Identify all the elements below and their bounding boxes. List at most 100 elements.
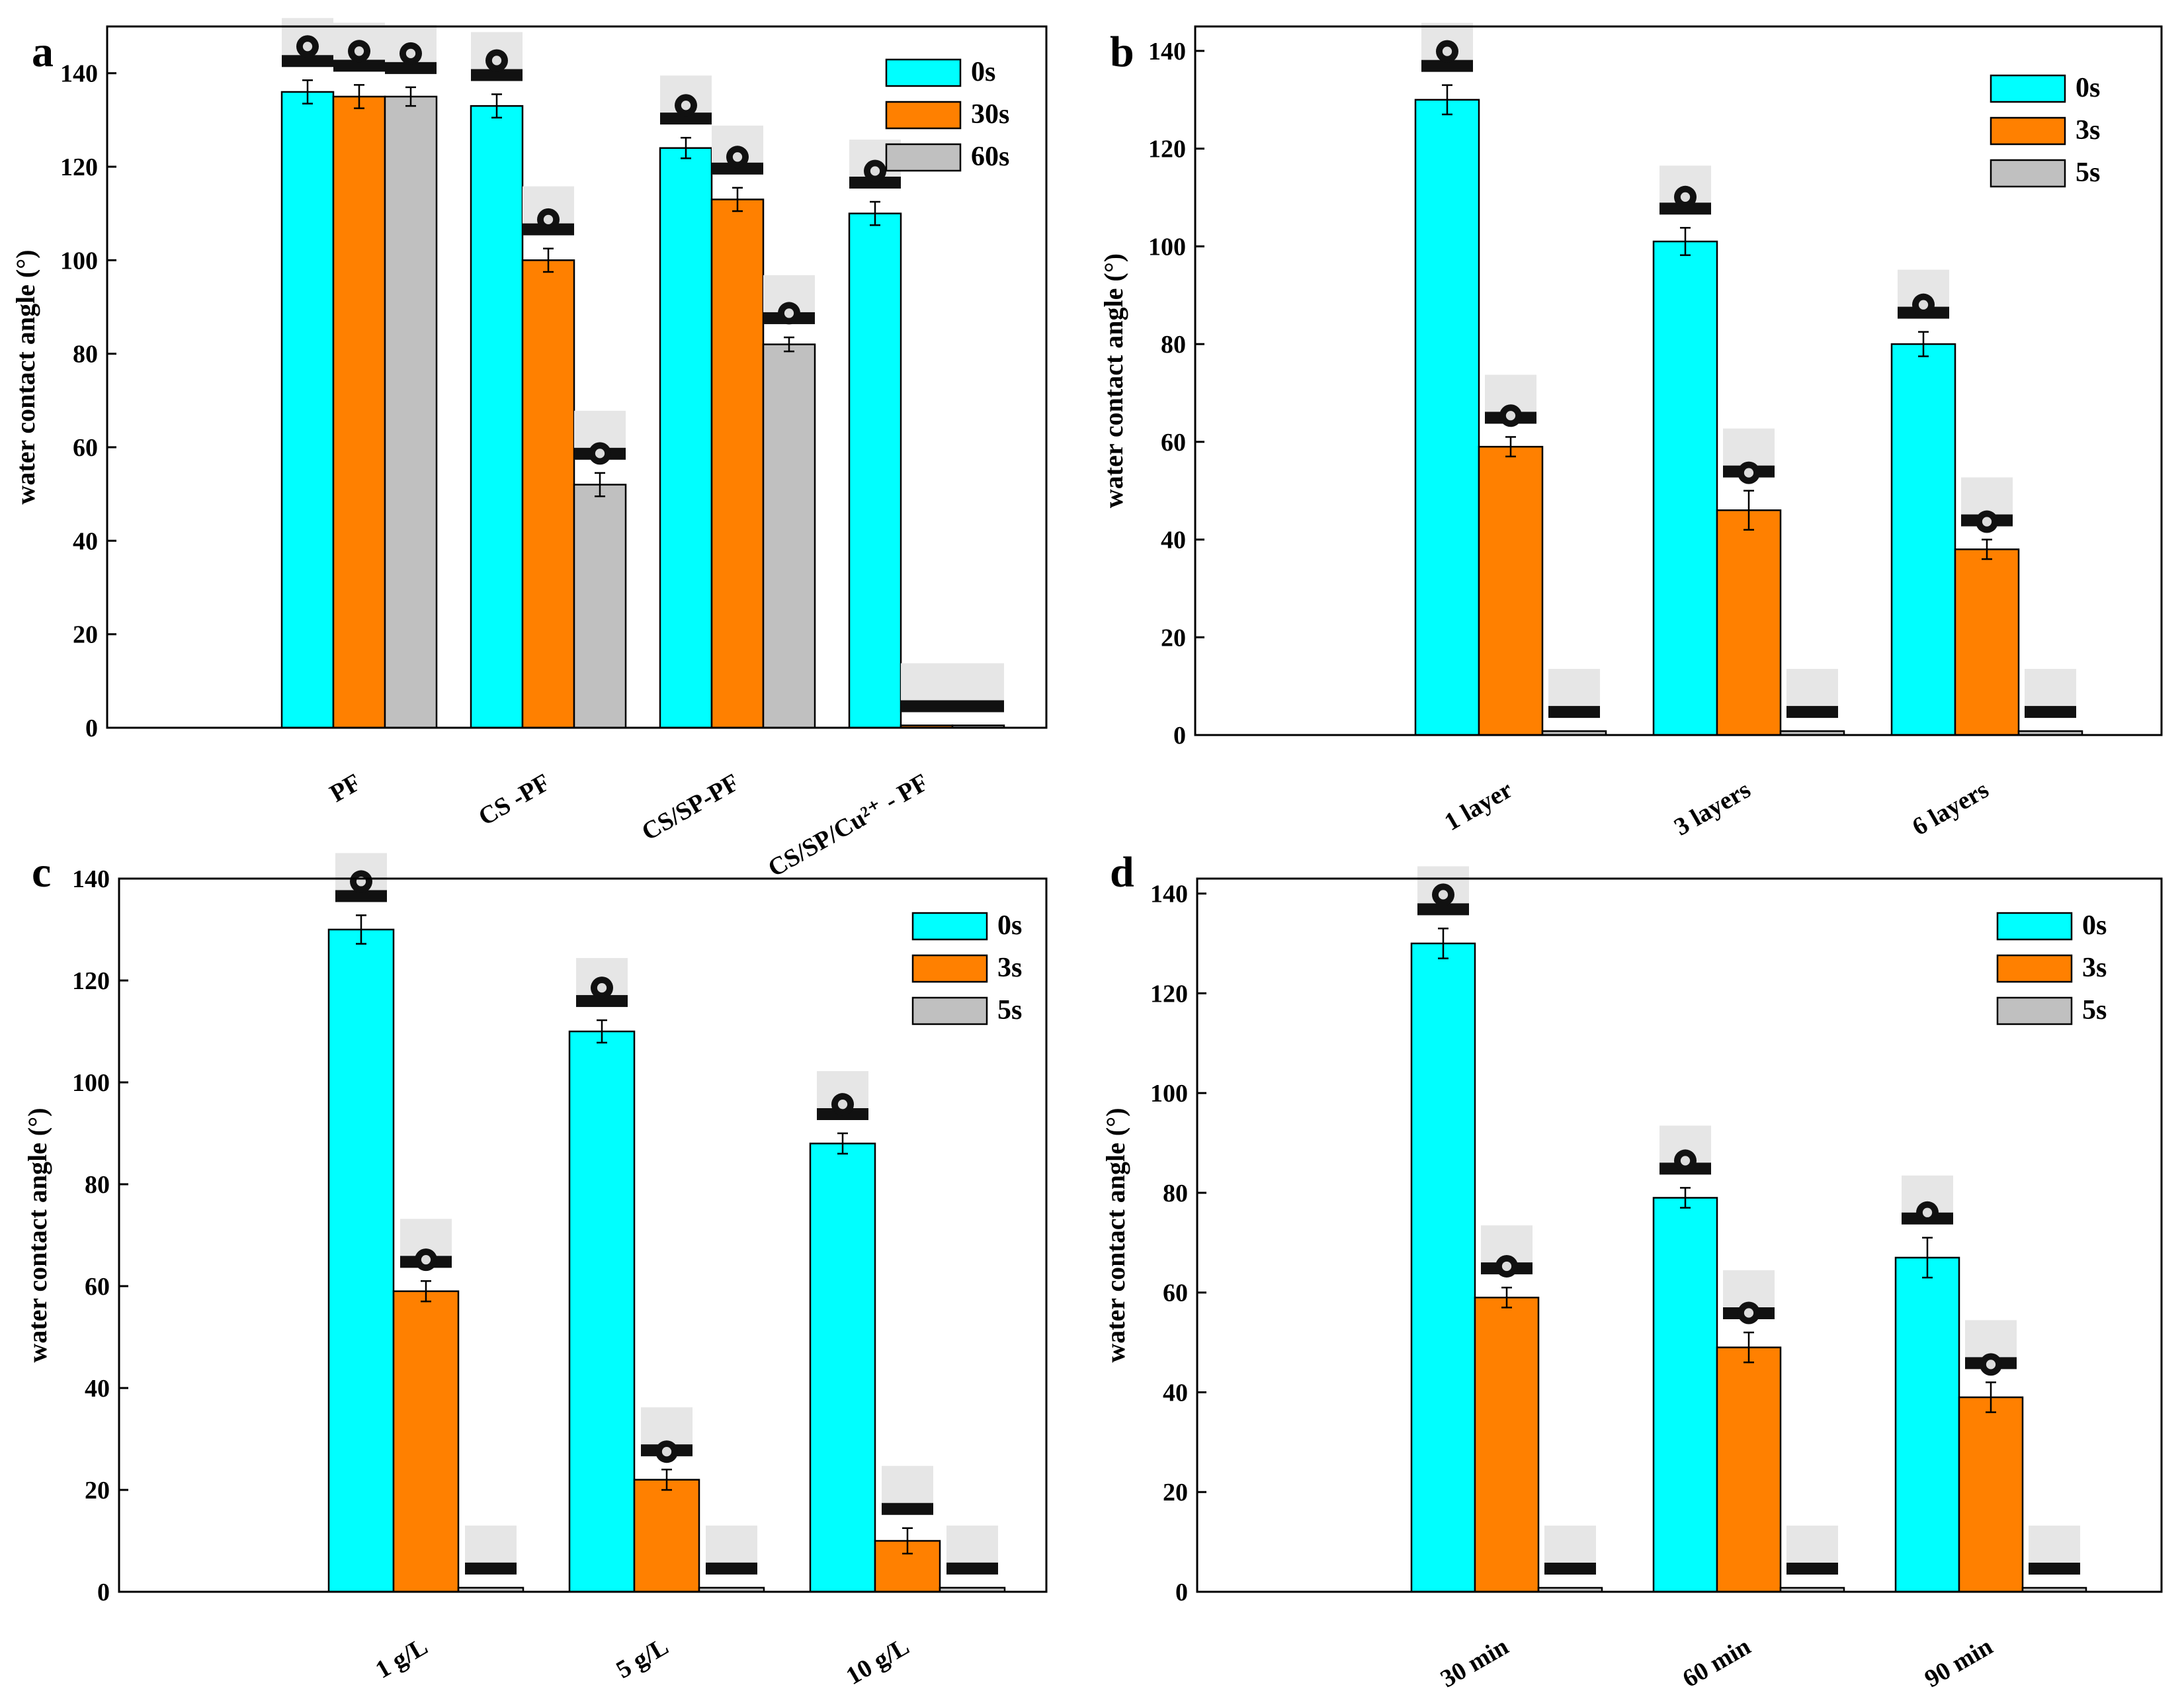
bar: [659, 147, 713, 729]
y-tick-label: 100: [72, 1069, 110, 1097]
panel-label: c: [32, 848, 51, 896]
bar: [327, 928, 395, 1593]
plot-area-frame: [1194, 25, 2163, 736]
y-axis-label: water contact angle (°): [11, 249, 40, 504]
legend-swatch: [1990, 116, 2066, 146]
legend-label: 0s: [971, 57, 995, 87]
legend-label: 5s: [2076, 157, 2100, 188]
y-axis-label: water contact angle (°): [1101, 1108, 1130, 1362]
bar: [1414, 99, 1480, 736]
legend-label: 0s: [2082, 910, 2107, 941]
y-tick-label: 0: [85, 715, 98, 742]
y-tick-label: 0: [1175, 1579, 1188, 1606]
legend-label: 3s: [997, 953, 1022, 983]
droplet-substrate: [333, 60, 385, 72]
droplet-substrate: [946, 1562, 998, 1575]
y-tick-label: 100: [60, 247, 98, 275]
droplet-substrate: [335, 890, 387, 902]
panel-c: c1 g/L 5 g/L 10 g/L020406080100120140water…: [22, 848, 1048, 1690]
y-tick-label: 120: [60, 153, 98, 181]
y-tick-label: 140: [1150, 881, 1188, 908]
y-tick-label: 140: [60, 60, 98, 88]
bar: [809, 1143, 876, 1593]
legend-swatch: [911, 912, 988, 941]
droplet-substrate: [1548, 706, 1600, 718]
bar: [332, 95, 386, 729]
bar: [710, 198, 765, 729]
legend-swatch: [1990, 74, 2066, 103]
y-tick-label: 80: [1161, 331, 1186, 359]
y-tick-label: 100: [1148, 233, 1186, 261]
y-tick-label: 40: [1163, 1379, 1188, 1407]
droplet-highlight: [1505, 411, 1516, 421]
droplet-highlight: [837, 1100, 848, 1109]
legend-swatch: [885, 143, 962, 172]
droplet-substrate: [849, 177, 901, 189]
legend-swatch: [911, 954, 988, 983]
legend-swatch: [1996, 954, 2073, 983]
droplet-highlight: [1982, 517, 1992, 527]
legend-swatch: [1996, 996, 2073, 1025]
legend-label: 3s: [2082, 953, 2107, 983]
droplet-highlight: [595, 449, 605, 458]
y-tick-label: 60: [85, 1273, 110, 1301]
bar: [633, 1479, 700, 1593]
y-tick-label: 140: [72, 865, 110, 893]
panel-a: aPF CS -PF CS/SP-PF CS/SP/Cu²⁺ - PF02040608…: [11, 18, 1048, 883]
droplet-highlight: [870, 166, 880, 176]
y-tick-label: 40: [1161, 527, 1186, 554]
legend-label: 0s: [2076, 73, 2100, 103]
bar: [848, 212, 902, 729]
droplet-highlight: [1922, 1207, 1933, 1217]
droplet-highlight: [1442, 46, 1452, 56]
droplet-highlight: [1680, 192, 1691, 202]
droplet-substrate: [1544, 1562, 1596, 1575]
bar: [521, 259, 575, 729]
droplet-highlight: [661, 1447, 672, 1457]
bar: [568, 1030, 636, 1593]
droplet-highlight: [1501, 1261, 1512, 1272]
droplet-highlight: [1438, 890, 1449, 900]
droplet-substrate: [901, 700, 952, 713]
droplet-highlight: [732, 152, 743, 162]
y-tick-label: 120: [1148, 136, 1186, 163]
droplet-substrate: [1659, 202, 1711, 215]
droplet-highlight: [354, 46, 364, 56]
droplet-substrate: [2029, 1562, 2080, 1575]
droplet-highlight: [1743, 468, 1754, 478]
y-tick-label: 0: [1173, 722, 1186, 750]
y-tick-label: 80: [73, 341, 98, 369]
droplet-highlight: [405, 48, 416, 58]
droplet-highlight: [543, 214, 554, 224]
legend-label: 30s: [971, 99, 1009, 130]
y-tick-label: 120: [1150, 980, 1188, 1008]
droplet-highlight: [491, 56, 502, 65]
bar: [1716, 509, 1782, 736]
droplet-substrate: [952, 700, 1004, 713]
droplet-substrate: [385, 62, 437, 74]
droplet-substrate: [465, 1562, 517, 1575]
legend-label: 0s: [997, 910, 1022, 941]
legend-swatch: [885, 101, 962, 130]
bar: [1954, 548, 2020, 736]
droplet-highlight: [1918, 300, 1929, 310]
y-tick-label: 60: [73, 434, 98, 462]
y-tick-label: 20: [85, 1477, 110, 1504]
droplet-highlight: [1986, 1360, 1996, 1369]
panel-label: d: [1110, 848, 1134, 896]
plot-area-frame: [106, 25, 1048, 729]
bar: [1410, 942, 1476, 1593]
bar: [1478, 445, 1544, 736]
y-tick-label: 80: [1163, 1180, 1188, 1207]
y-tick-label: 20: [1163, 1479, 1188, 1506]
legend-swatch: [911, 996, 988, 1025]
bar: [1474, 1296, 1540, 1593]
plot-area-frame: [1196, 877, 2163, 1593]
bar: [470, 105, 524, 729]
y-tick-label: 120: [72, 967, 110, 995]
y-tick-label: 140: [1148, 38, 1186, 65]
bar: [762, 343, 816, 729]
y-tick-label: 20: [73, 621, 98, 649]
bar: [1652, 240, 1718, 736]
legend-label: 60s: [971, 142, 1009, 172]
